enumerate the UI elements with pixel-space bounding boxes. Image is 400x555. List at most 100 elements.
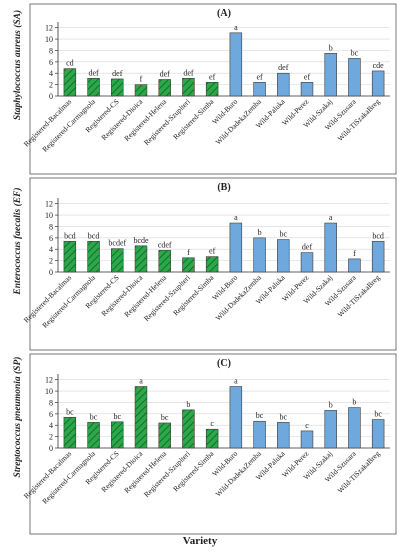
significance-letter: bc <box>90 412 98 421</box>
y-tick-label: 2 <box>49 257 53 266</box>
bar-wild-buro <box>229 386 243 449</box>
significance-letter: ef <box>209 247 216 256</box>
significance-letter: c <box>305 421 309 430</box>
significance-letter: a <box>234 213 238 222</box>
significance-letter: bc <box>256 411 264 420</box>
significance-letter: ef <box>256 72 263 81</box>
chart-panel-0: (A) Staphylococcus aureus (SA) 0 2 4 6 8 10 12 cd… <box>12 3 397 175</box>
significance-letter: bcde <box>133 236 149 245</box>
significance-letter: a <box>139 377 143 386</box>
bar-registered-bacalmas <box>63 416 77 449</box>
significance-letter: a <box>234 377 238 386</box>
bar-wild-szakaj <box>324 410 337 449</box>
bar-registered-simba <box>205 428 219 449</box>
y-tick-label: 12 <box>45 200 53 209</box>
y-tick-label: 12 <box>45 376 53 385</box>
chart-panel-1: (B)Enterococcus faecalis (EF) 024681012bc… <box>12 177 397 351</box>
y-tick-label: 8 <box>49 222 53 231</box>
bar-registered-helena <box>158 79 171 97</box>
significance-letter: b <box>258 228 262 237</box>
bar-registered-szupiteri <box>182 409 195 449</box>
bar-wild-dadekazemba <box>253 82 266 97</box>
bar-wild-perez <box>300 252 314 273</box>
significance-letter: b <box>352 398 356 407</box>
x-tick-label: Registered-Dioica <box>99 97 144 142</box>
significance-letter: bc <box>351 48 359 57</box>
panel-frame <box>29 177 397 351</box>
y-tick-label: 10 <box>45 35 53 44</box>
y-tick-label: 0 <box>49 92 53 101</box>
y-tick-label: 0 <box>49 444 53 453</box>
significance-letter: bcd <box>64 231 76 240</box>
significance-letter: def <box>112 69 123 78</box>
bar-wild-szusara <box>348 407 361 449</box>
y-tick-label: 2 <box>49 81 53 90</box>
y-axis-label: Staphylococcus aureus (SA) <box>12 10 23 120</box>
bar-registered-carmagnola <box>87 240 100 273</box>
significance-letter: bc <box>280 412 288 421</box>
bar-wild-tiszakabreg <box>371 240 385 273</box>
significance-letter: ef <box>209 72 216 81</box>
significance-letter: ef <box>304 72 311 81</box>
y-tick-label: 4 <box>49 421 53 430</box>
panel-title: (C) <box>217 358 231 369</box>
significance-letter: bc <box>374 410 382 419</box>
x-tick-label: Wild-TiSzakaBreg <box>336 273 382 319</box>
bar-wild-perez <box>300 430 314 449</box>
x-axis-label: Variety <box>183 535 218 547</box>
x-tick-label: Wild-TiSzakaBreg <box>336 449 382 495</box>
bar-wild-szusara <box>348 58 361 97</box>
bar-registered-carmagnola <box>87 78 100 97</box>
bar-wild-tiszakabreg <box>371 419 385 449</box>
bar-registered-helena <box>158 250 171 273</box>
y-tick-label: 8 <box>49 398 53 407</box>
bar-wild-paluka <box>277 422 290 449</box>
bar-registered-carmagnola <box>87 422 100 449</box>
significance-letter: bcd <box>88 231 100 240</box>
bar-wild-szakaj <box>324 53 337 97</box>
bar-wild-paluka <box>277 72 290 97</box>
significance-letter: b <box>329 400 333 409</box>
panel-title: (A) <box>217 8 231 19</box>
y-tick-label: 10 <box>45 211 53 220</box>
chart-panel-2: (C) Streptococcus pneumonia (SP) 0 2 4 6 8 10 12… <box>12 353 397 535</box>
bar-wild-buro <box>229 32 243 97</box>
panel-frame <box>29 3 397 175</box>
x-tick-label: Wild-TiSzakaBreg <box>336 97 382 143</box>
significance-letter: def <box>88 68 99 77</box>
bar-registered-bacalmas <box>63 68 77 97</box>
significance-letter: c <box>210 419 214 428</box>
x-tick-label: Registered-Dioica <box>99 273 144 318</box>
significance-letter: f <box>140 75 143 84</box>
significance-letter: b <box>186 400 190 409</box>
significance-letter: def <box>183 68 194 77</box>
significance-letter: bc <box>280 230 288 239</box>
significance-letter: bc <box>161 413 169 422</box>
bar-registered-bacalmas <box>63 240 77 273</box>
significance-letter: def <box>278 63 289 72</box>
bar-wild-dadekazemba <box>253 237 266 273</box>
y-tick-label: 12 <box>45 24 53 33</box>
y-axis-label: Enterococcus faecalis (EF) <box>12 187 23 295</box>
significance-letter: def <box>302 243 313 252</box>
y-tick-label: 10 <box>45 387 53 396</box>
bar-registered-cs <box>111 78 124 97</box>
significance-letter: def <box>160 69 171 78</box>
significance-letter: a <box>329 213 333 222</box>
y-tick-label: 0 <box>49 268 53 277</box>
bar-wild-paluka <box>277 239 290 273</box>
y-axis-label: Streptococcus pneumonia (SP) <box>12 357 23 478</box>
y-tick-label: 6 <box>49 410 53 419</box>
bar-registered-helena <box>158 422 171 449</box>
significance-letter: cd <box>66 59 74 68</box>
significance-letter: f <box>187 248 190 257</box>
significance-letter: a <box>234 23 238 32</box>
significance-letter: cde <box>373 61 385 70</box>
bar-wild-szakaj <box>324 222 337 273</box>
significance-letter: b <box>329 43 333 52</box>
significance-letter: bc <box>114 412 122 421</box>
bar-wild-perez <box>300 82 314 97</box>
y-tick-label: 6 <box>49 234 53 243</box>
significance-letter: bc <box>66 407 74 416</box>
